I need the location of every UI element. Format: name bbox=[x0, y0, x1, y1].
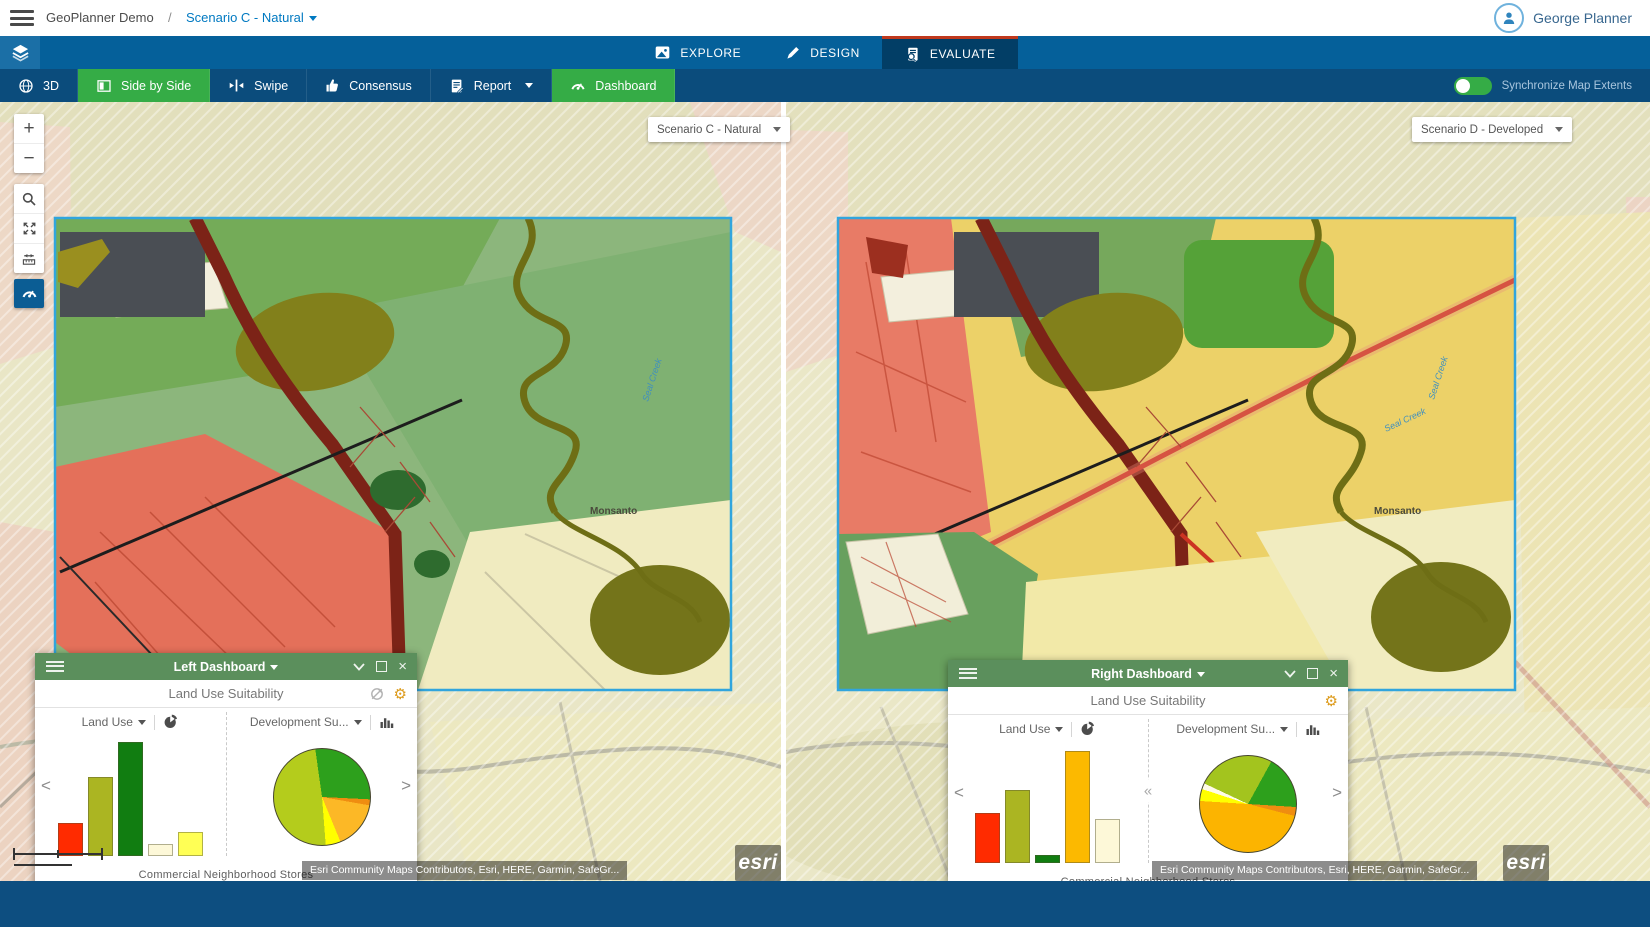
scale-bar bbox=[12, 846, 107, 870]
thumbs-up-icon bbox=[325, 78, 340, 93]
zoom-control: + − bbox=[14, 114, 44, 173]
chevron-down-icon bbox=[270, 665, 278, 670]
search-button[interactable] bbox=[14, 184, 44, 214]
button-label: Dashboard bbox=[595, 79, 656, 93]
panel-title-row: Land Use Suitability ⚙ bbox=[948, 687, 1348, 715]
pie-chart-type-icon[interactable] bbox=[163, 714, 179, 730]
chevron-down-icon bbox=[309, 16, 317, 21]
study-area-content: Monsanto Seal Creek bbox=[55, 218, 731, 690]
tab-design[interactable]: DESIGN bbox=[763, 36, 882, 69]
measure-icon bbox=[21, 251, 37, 267]
esri-logo: esri bbox=[1503, 845, 1549, 881]
synchronize-map-extents-toggle[interactable] bbox=[1454, 77, 1492, 95]
app-header: GeoPlanner Demo / Scenario C - Natural G… bbox=[0, 0, 1650, 37]
tab-label: EXPLORE bbox=[680, 46, 741, 60]
chevron-down-icon bbox=[773, 127, 781, 132]
footer-bar bbox=[0, 881, 1650, 927]
breadcrumb-separator: / bbox=[168, 0, 172, 36]
development-suitability-widget: Development Su... bbox=[1149, 715, 1349, 867]
land-use-bar-chart[interactable] bbox=[975, 745, 1120, 863]
tab-label: DESIGN bbox=[810, 46, 860, 60]
user-name: George Planner bbox=[1533, 10, 1632, 26]
measure-button[interactable] bbox=[14, 244, 44, 273]
main-menu-icon[interactable] bbox=[10, 10, 34, 26]
report-button[interactable]: Report bbox=[431, 69, 553, 102]
evaluate-report-icon bbox=[904, 46, 921, 63]
widget-selector[interactable]: Land Use bbox=[82, 715, 146, 729]
evaluate-toolbar: 3D Side by Side Swipe Consensus Report bbox=[0, 69, 1650, 102]
button-label: Consensus bbox=[349, 79, 412, 93]
expand-arrows-icon bbox=[22, 221, 37, 236]
globe-icon bbox=[18, 78, 34, 94]
bar-chart-type-icon[interactable] bbox=[379, 715, 394, 729]
dashboard-widgets: < Land Use « Development Su... bbox=[948, 715, 1348, 867]
full-extent-button[interactable] bbox=[14, 214, 44, 244]
pencil-icon bbox=[785, 45, 801, 61]
left-dashboard-header[interactable]: Left Dashboard × bbox=[35, 653, 417, 680]
selected-scenario: Scenario C - Natural bbox=[657, 124, 761, 136]
left-map-attribution: Esri Community Maps Contributors, Esri, … bbox=[302, 861, 627, 880]
report-icon bbox=[449, 78, 465, 94]
development-suitability-pie-chart[interactable] bbox=[273, 748, 371, 846]
zoom-out-button[interactable]: − bbox=[14, 144, 44, 173]
widget-selector[interactable]: Development Su... bbox=[250, 715, 362, 729]
widget-selector[interactable]: Land Use bbox=[999, 722, 1063, 736]
panel-title: Land Use Suitability bbox=[948, 693, 1348, 708]
bar-chart-type-icon[interactable] bbox=[1305, 722, 1320, 736]
primary-nav: EXPLORE DESIGN EVALUATE bbox=[0, 36, 1650, 69]
gauge-icon bbox=[570, 78, 586, 94]
dashboard-title-menu[interactable]: Left Dashboard bbox=[35, 660, 417, 674]
chevron-down-icon bbox=[1555, 127, 1563, 132]
right-dashboard-header[interactable]: Right Dashboard × bbox=[948, 660, 1348, 687]
explore-icon bbox=[654, 44, 671, 61]
button-label: Side by Side bbox=[121, 79, 191, 93]
carousel-next-icon[interactable]: > bbox=[401, 776, 411, 796]
map-place-label: Monsanto bbox=[590, 506, 637, 517]
dashboard-button[interactable]: Dashboard bbox=[552, 69, 675, 102]
search-icon bbox=[21, 191, 37, 207]
map-tools bbox=[14, 184, 44, 273]
breadcrumb-scenario-menu[interactable]: Scenario C - Natural bbox=[186, 0, 317, 36]
map-dashboard-button[interactable] bbox=[14, 279, 44, 308]
button-label: Swipe bbox=[254, 79, 288, 93]
esri-logo: esri bbox=[735, 845, 781, 881]
user-avatar-icon bbox=[1494, 3, 1524, 33]
panel-title: Land Use Suitability bbox=[35, 686, 417, 701]
chevron-down-icon bbox=[1197, 672, 1205, 677]
button-label: 3D bbox=[43, 79, 59, 93]
gauge-icon bbox=[21, 285, 38, 302]
panel-title-row: Land Use Suitability ⚙ bbox=[35, 680, 417, 708]
land-use-bar-chart[interactable] bbox=[58, 738, 203, 856]
land-use-widget: Land Use bbox=[948, 715, 1148, 867]
tab-evaluate[interactable]: EVALUATE bbox=[882, 36, 1018, 69]
side-by-side-button[interactable]: Side by Side bbox=[78, 69, 210, 102]
selected-scenario: Scenario D - Developed bbox=[1421, 124, 1543, 136]
right-map-scenario-select[interactable]: Scenario D - Developed bbox=[1412, 117, 1572, 142]
carousel-next-icon[interactable]: > bbox=[1332, 783, 1342, 803]
development-suitability-pie-chart[interactable] bbox=[1199, 755, 1297, 853]
zoom-in-button[interactable]: + bbox=[14, 114, 44, 144]
swipe-button[interactable]: Swipe bbox=[210, 69, 307, 102]
app-title: GeoPlanner Demo bbox=[46, 0, 154, 36]
map-place-label: Monsanto bbox=[1374, 506, 1421, 517]
study-area-content: Monsanto Seal Creek Seal Creek bbox=[838, 218, 1515, 690]
consensus-button[interactable]: Consensus bbox=[307, 69, 431, 102]
3d-button[interactable]: 3D bbox=[0, 69, 78, 102]
left-map-scenario-select[interactable]: Scenario C - Natural bbox=[648, 117, 790, 142]
tab-label: EVALUATE bbox=[930, 47, 996, 61]
dashboard-widgets: < Land Use Development Su... bbox=[35, 708, 417, 860]
swipe-icon bbox=[228, 77, 245, 94]
dashboard-title-menu[interactable]: Right Dashboard bbox=[948, 667, 1348, 681]
development-suitability-widget: Development Su... bbox=[227, 708, 418, 860]
button-label: Report bbox=[474, 79, 512, 93]
tab-explore[interactable]: EXPLORE bbox=[632, 36, 763, 69]
user-menu[interactable]: George Planner bbox=[1494, 0, 1632, 36]
right-map-attribution: Esri Community Maps Contributors, Esri, … bbox=[1152, 861, 1477, 880]
side-by-side-icon bbox=[96, 78, 112, 94]
pie-chart-type-icon[interactable] bbox=[1080, 721, 1096, 737]
chevron-down-icon bbox=[525, 83, 533, 88]
synchronize-map-extents-label: Synchronize Map Extents bbox=[1502, 80, 1632, 92]
land-use-widget: Land Use bbox=[35, 708, 226, 860]
widget-selector[interactable]: Development Su... bbox=[1176, 722, 1288, 736]
